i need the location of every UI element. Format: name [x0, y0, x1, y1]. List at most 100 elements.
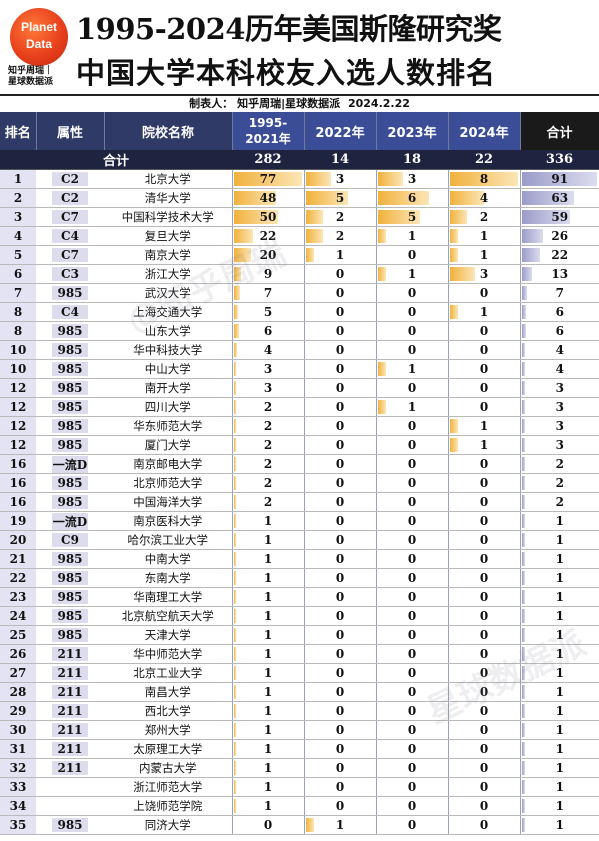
value-text-total: 1	[555, 685, 564, 699]
value-cell-y2023: 0	[375, 682, 448, 702]
value-cell-y2023: 0	[375, 454, 448, 474]
value-text-y2023: 3	[407, 172, 417, 186]
value-cell-y2024: 0	[447, 568, 520, 588]
school-name: 浙江大学	[104, 264, 232, 284]
value-cell-p1: 1	[231, 549, 304, 569]
value-cell-y2023: 0	[375, 796, 448, 816]
attr-badge: 985	[52, 571, 88, 585]
page-title-line-1: 1995-2024历年美国斯隆研究奖	[76, 12, 502, 46]
value-bar-p1	[233, 400, 237, 414]
value-text-y2023: 1	[407, 229, 417, 243]
value-cell-p1: 1	[231, 720, 304, 740]
header-1995-2021-line-2: 2021年	[245, 132, 291, 146]
value-cell-total: 4	[519, 359, 599, 379]
value-cell-p1: 1	[231, 530, 304, 550]
value-cell-total: 2	[519, 492, 599, 512]
attr-cell: C2	[36, 169, 104, 189]
value-cell-y2024: 0	[447, 606, 520, 626]
value-text-p1: 1	[263, 609, 273, 623]
value-bar-y2024	[449, 229, 459, 243]
value-cell-total: 1	[519, 511, 599, 531]
rank-cell: 1	[0, 169, 36, 189]
value-text-total: 1	[555, 647, 564, 661]
value-bar-y2023	[377, 210, 421, 224]
value-bar-p1	[233, 305, 238, 319]
value-cell-y2022: 0	[303, 511, 376, 531]
value-cell-y2023: 0	[375, 568, 448, 588]
value-cell-p1: 6	[231, 321, 304, 341]
value-cell-total: 1	[519, 720, 599, 740]
value-cell-p1: 2	[231, 416, 304, 436]
planet-data-logo: Planet Data	[10, 8, 68, 66]
attr-badge: 985	[52, 628, 88, 642]
value-text-total: 3	[555, 419, 564, 433]
value-text-p1: 1	[263, 533, 273, 547]
value-cell-y2023: 0	[375, 777, 448, 797]
value-bar-total	[521, 191, 574, 205]
value-cell-y2022: 0	[303, 302, 376, 322]
value-cell-y2023: 0	[375, 378, 448, 398]
value-cell-y2023: 0	[375, 435, 448, 455]
school-name: 北京师范大学	[104, 473, 232, 493]
value-text-y2024: 0	[479, 400, 489, 414]
value-bar-total	[521, 761, 525, 775]
value-bar-p1	[233, 419, 237, 433]
value-cell-y2024: 0	[447, 720, 520, 740]
value-cell-y2023: 0	[375, 587, 448, 607]
value-text-p1: 1	[263, 704, 273, 718]
value-cell-p1: 1	[231, 568, 304, 588]
attr-cell: 985	[36, 549, 104, 569]
value-text-y2022: 0	[335, 666, 345, 680]
school-name: 华南理工大学	[104, 587, 232, 607]
value-text-y2024: 1	[479, 229, 489, 243]
value-bar-y2022	[305, 210, 323, 224]
value-text-y2023: 0	[407, 457, 417, 471]
header-school-name: 院校名称	[104, 112, 233, 150]
value-bar-p1	[233, 704, 237, 718]
value-cell-y2024: 0	[447, 682, 520, 702]
value-text-p1: 1	[263, 685, 273, 699]
rank-cell: 7	[0, 283, 36, 303]
value-cell-total: 2	[519, 473, 599, 493]
value-cell-y2022: 0	[303, 682, 376, 702]
value-text-y2023: 5	[407, 210, 417, 224]
table-row: 16 985 北京师范大学 2 0 0 0 2	[0, 473, 599, 493]
school-name: 中国科学技术大学	[104, 207, 232, 227]
value-text-y2022: 0	[335, 457, 345, 471]
value-text-y2023: 0	[407, 761, 417, 775]
value-text-total: 59	[551, 210, 569, 224]
table-row: 10 985 华中科技大学 4 0 0 0 4	[0, 340, 599, 360]
value-text-y2022: 0	[335, 381, 345, 395]
rank-cell: 16	[0, 454, 36, 474]
value-cell-y2022: 0	[303, 473, 376, 493]
rank-cell: 16	[0, 492, 36, 512]
table-header-row: 排名 属性 院校名称 1995- 2021年 2022年 2023年 2024年…	[0, 112, 599, 150]
value-cell-total: 1	[519, 682, 599, 702]
value-text-y2024: 0	[479, 799, 489, 813]
attr-badge: 985	[52, 362, 88, 376]
value-bar-total	[521, 400, 525, 414]
table-row: 23 985 华南理工大学 1 0 0 0 1	[0, 587, 599, 607]
value-text-y2023: 0	[407, 514, 417, 528]
value-bar-total	[521, 419, 525, 433]
value-text-y2023: 0	[407, 248, 417, 262]
value-cell-y2022: 2	[303, 226, 376, 246]
header-2022: 2022年	[304, 112, 377, 150]
value-text-y2024: 0	[479, 742, 489, 756]
value-cell-p1: 2	[231, 454, 304, 474]
school-name: 厦门大学	[104, 435, 232, 455]
value-cell-total: 1	[519, 625, 599, 645]
value-text-y2023: 0	[407, 571, 417, 585]
attr-badge: C2	[52, 191, 88, 205]
value-bar-total	[521, 267, 533, 281]
table-row: 12 985 南开大学 3 0 0 0 3	[0, 378, 599, 398]
value-bar-p1	[233, 210, 278, 224]
value-text-y2022: 0	[335, 514, 345, 528]
value-cell-y2023: 1	[375, 264, 448, 284]
attr-badge: 211	[52, 723, 88, 737]
value-cell-y2024: 0	[447, 473, 520, 493]
value-text-y2024: 0	[479, 647, 489, 661]
value-cell-y2022: 0	[303, 454, 376, 474]
value-text-y2024: 0	[479, 780, 489, 794]
value-text-y2024: 0	[479, 723, 489, 737]
